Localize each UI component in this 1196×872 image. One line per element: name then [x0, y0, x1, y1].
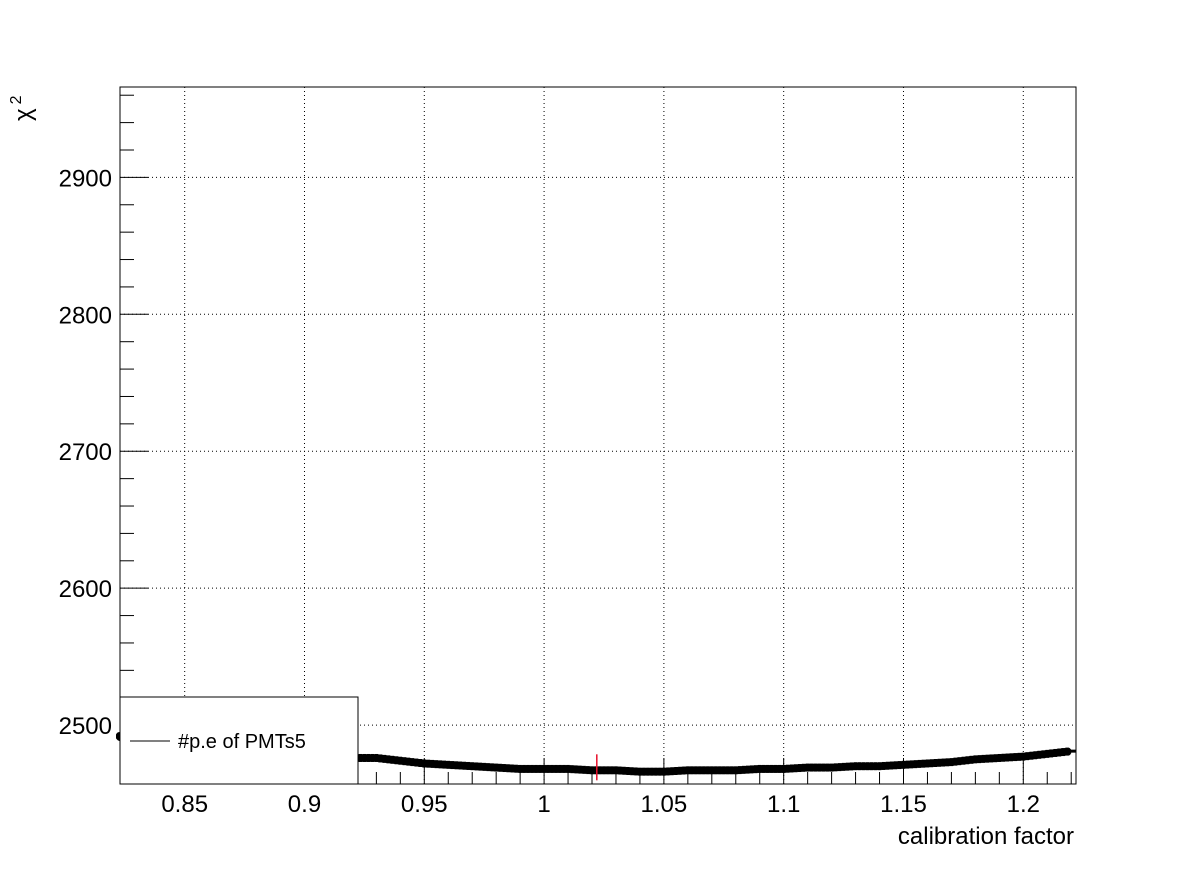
legend-entry-label: #p.e of PMTs5 — [178, 731, 306, 753]
x-tick-label: 0.95 — [401, 791, 448, 818]
grid — [120, 87, 1076, 784]
plot-frame — [119, 86, 1077, 785]
y-axis-title: χ2 — [8, 95, 37, 121]
y-axis-title-base: χ — [10, 108, 37, 121]
legend: #p.e of PMTs5 — [119, 696, 359, 785]
y-tick-label: 2900 — [59, 165, 112, 192]
y-axis-title-sup: 2 — [8, 95, 25, 104]
y-tick-label: 2800 — [59, 302, 112, 329]
x-axis-title: calibration factor — [898, 823, 1074, 850]
y-tick-label: 2600 — [59, 576, 112, 603]
y-axis: 2500 2600 2700 2800 2900 — [59, 94, 148, 781]
x-tick-label: 0.9 — [288, 791, 321, 818]
x-tick-label: 1.1 — [767, 791, 800, 818]
x-tick-label: 1.2 — [1007, 791, 1040, 818]
svg-text:χ2: χ2 — [8, 95, 37, 121]
y-tick-label: 2500 — [59, 713, 112, 740]
x-axis: 0.85 0.9 0.95 1 1.05 1.1 1.15 1.2 — [136, 758, 1072, 818]
x-tick-label: 0.85 — [161, 791, 208, 818]
x-tick-label: 1.15 — [880, 791, 927, 818]
x-tick-label: 1 — [537, 791, 550, 818]
x-tick-label: 1.05 — [641, 791, 688, 818]
y-tick-label: 2700 — [59, 439, 112, 466]
